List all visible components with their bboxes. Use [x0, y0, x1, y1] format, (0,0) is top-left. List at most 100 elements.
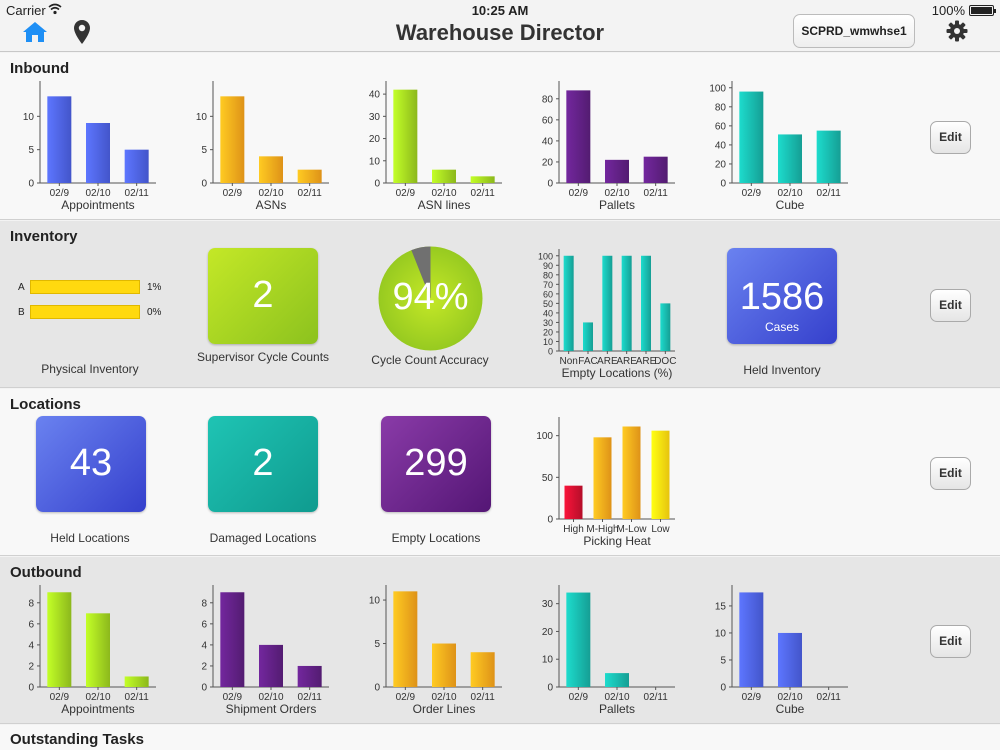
chart-outbound-appointments: 0 2 4 6 8 02/9 02/10 02/11 Appointments	[10, 583, 160, 718]
bar	[660, 303, 671, 351]
edit-button-inventory[interactable]: Edit	[930, 289, 971, 322]
y-tick-label: 10	[369, 596, 381, 607]
held-inventory-tile[interactable]: 1586 Cases	[727, 248, 837, 344]
tile-value: 43	[69, 442, 113, 484]
chart-outbound-pallets: 0 10 20 30 02/9 02/10 02/11 Pallets	[529, 583, 679, 718]
y-tick-label: 10	[196, 112, 208, 123]
y-tick-label: 40	[369, 90, 381, 101]
x-tick-label: 02/10	[777, 692, 802, 703]
gear-icon[interactable]	[946, 20, 968, 47]
x-tick-label: 02/11	[471, 188, 496, 199]
bar	[566, 592, 591, 687]
chart-svg: 0 5 10 15 02/9 02/10 02/11 Cube	[715, 585, 848, 716]
y-tick-label: 100	[709, 83, 726, 94]
clock: 10:25 AM	[471, 3, 529, 18]
chart-svg: 0 20 40 60 80 02/9 02/10 02/11 Pallets	[542, 81, 675, 212]
carrier-label: Carrier	[6, 3, 46, 18]
x-tick-label: ARE	[636, 356, 657, 367]
chart-svg: 0 5 10 02/9 02/10 02/11 ASNs	[196, 81, 329, 212]
bar	[124, 676, 149, 687]
chart-title: ASNs	[256, 198, 287, 212]
held-locations-tile[interactable]: 43	[36, 416, 146, 512]
chart-inbound-asn-lines: 0 10 20 30 40 02/9 02/10 02/11 ASN lines	[356, 79, 506, 214]
pie-slice-inaccurate	[411, 246, 431, 299]
chart-svg: 0 10 20 30 02/9 02/10 02/11 Pallets	[542, 585, 675, 716]
bar	[566, 90, 591, 183]
y-tick-label: 60	[715, 121, 727, 132]
x-tick-label: 02/9	[50, 188, 70, 199]
y-tick-label: 5	[720, 655, 726, 666]
chart-picking-heat: 0 50 100 High M-High M-Low Low Picking Heat	[529, 415, 679, 550]
bar	[643, 156, 668, 183]
edit-button-inbound[interactable]: Edit	[930, 121, 971, 154]
physical-row-value: 0%	[147, 307, 162, 318]
tile-value: 2	[252, 442, 274, 484]
bar	[605, 159, 629, 183]
y-tick-label: 10	[542, 655, 554, 666]
chart-title: Empty Locations (%)	[562, 366, 673, 380]
y-tick-label: 100	[538, 251, 553, 261]
x-tick-label: 02/11	[125, 692, 150, 703]
y-tick-label: 8	[28, 598, 34, 609]
home-icon[interactable]	[22, 20, 48, 49]
page-title: Warehouse Director	[395, 20, 605, 45]
y-tick-label: 0	[374, 683, 380, 694]
y-tick-label: 0	[374, 179, 380, 190]
empty-locations-caption: Empty Locations	[391, 531, 481, 545]
x-tick-label: 02/11	[817, 188, 842, 199]
section-title-outstanding: Outstanding Tasks	[10, 731, 144, 748]
tile-value: 1586	[739, 276, 825, 318]
x-tick-label: 02/9	[396, 692, 416, 703]
y-tick-label: 50	[543, 299, 553, 309]
bar	[297, 169, 322, 183]
tile-value: 2	[252, 274, 274, 316]
cycle-count-accuracy-widget[interactable]: 94%	[378, 246, 483, 351]
environment-button[interactable]: SCPRD_wmwhse1	[793, 14, 915, 48]
y-tick-label: 0	[547, 515, 553, 526]
map-pin-icon[interactable]	[73, 19, 91, 50]
damaged-locations-caption: Damaged Locations	[209, 531, 317, 545]
y-tick-label: 5	[374, 639, 380, 650]
y-tick-label: 90	[543, 261, 553, 271]
bar	[470, 176, 495, 183]
edit-button-locations[interactable]: Edit	[930, 457, 971, 490]
y-tick-label: 2	[201, 661, 207, 672]
physical-row-label: A	[18, 282, 25, 293]
bar	[739, 592, 764, 687]
bar	[778, 632, 802, 687]
y-tick-label: 0	[548, 347, 553, 357]
x-tick-label: 02/11	[298, 692, 323, 703]
y-tick-label: 100	[536, 431, 553, 442]
x-tick-label: 02/11	[298, 188, 323, 199]
chart-inbound-appointments: 0 5 10 02/9 02/10 02/11 Appointments	[10, 79, 160, 214]
bar	[432, 643, 456, 687]
damaged-locations-tile[interactable]: 2	[208, 416, 318, 512]
chart-title: Shipment Orders	[226, 702, 317, 716]
bar	[563, 255, 574, 351]
bar	[622, 426, 641, 519]
supervisor-cycle-counts-tile[interactable]: 2	[208, 248, 318, 344]
y-tick-label: 60	[542, 115, 554, 126]
y-tick-label: 30	[542, 599, 554, 610]
physical-row-label: B	[18, 307, 25, 318]
held-locations-caption: Held Locations	[50, 531, 130, 545]
y-tick-label: 20	[542, 157, 554, 168]
physical-inventory-widget[interactable]: A 1% B 0% Physical Inventory	[0, 221, 175, 388]
y-tick-label: 0	[28, 179, 34, 190]
x-tick-label: 02/9	[396, 188, 416, 199]
x-tick-label: Low	[651, 524, 670, 535]
chart-title: ASN lines	[418, 198, 471, 212]
outstanding-tasks-section: Outstanding Tasks	[0, 725, 1000, 750]
empty-locations-tile[interactable]: 299	[381, 416, 491, 512]
inbound-section: Inbound 0 5 10 02/9 02/10 02/11 Appointments 0…	[0, 53, 1000, 220]
physical-row-b: B 0%	[18, 305, 168, 330]
bar	[86, 123, 110, 183]
physical-bar	[30, 280, 140, 294]
section-title-inventory: Inventory	[10, 228, 78, 245]
x-tick-label: 02/9	[569, 692, 589, 703]
edit-button-outbound[interactable]: Edit	[930, 625, 971, 658]
outbound-section: Outbound 0 2 4 6 8 02/9 02/10 02/11 Appointments…	[0, 557, 1000, 724]
